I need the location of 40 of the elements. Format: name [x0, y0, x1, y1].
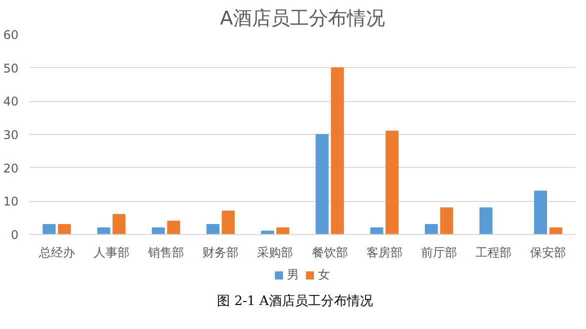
bar — [58, 224, 71, 234]
bar — [261, 230, 274, 234]
y-tick-label: 10 — [3, 194, 19, 209]
legend-label: 男 — [287, 266, 299, 284]
bar — [97, 227, 110, 234]
y-tick-label: 50 — [3, 61, 19, 76]
caption: 图 2-1 A酒店员工分布情况 — [217, 293, 373, 311]
y-tick-label: 40 — [3, 94, 19, 109]
bar — [479, 207, 492, 234]
x-tick-label: 人事部 — [93, 246, 130, 260]
chart-title: A酒店员工分布情况 — [220, 8, 385, 30]
x-tick-label: 销售部 — [147, 246, 184, 260]
bar — [152, 227, 165, 234]
bar — [386, 130, 399, 234]
x-tick-label: 总经办 — [38, 246, 75, 260]
y-tick-label: 30 — [3, 128, 19, 142]
bar — [222, 210, 235, 234]
x-tick-label: 财务部 — [202, 246, 239, 260]
bar — [316, 134, 329, 234]
bar — [42, 224, 56, 234]
bar — [534, 190, 548, 234]
bar — [424, 224, 438, 234]
legend-label: 女 — [318, 266, 330, 284]
bar — [206, 224, 220, 234]
bar — [112, 214, 126, 234]
bar — [330, 67, 344, 234]
x-tick-label: 客房部 — [366, 246, 402, 260]
x-tick-label: 采购部 — [257, 246, 294, 260]
x-tick-label: 保安部 — [530, 246, 566, 260]
x-tick-label: 前厅部 — [421, 246, 457, 260]
bar — [276, 227, 290, 234]
y-tick-label: 60 — [3, 28, 19, 42]
x-tick-label: 餐饮部 — [312, 246, 348, 260]
y-tick-label: 20 — [3, 161, 19, 176]
y-tick-label: 0 — [10, 228, 19, 242]
bar — [440, 207, 454, 234]
bar — [167, 220, 180, 234]
x-tick-label: 工程部 — [476, 246, 512, 260]
bar — [549, 227, 562, 234]
bar — [370, 227, 384, 234]
